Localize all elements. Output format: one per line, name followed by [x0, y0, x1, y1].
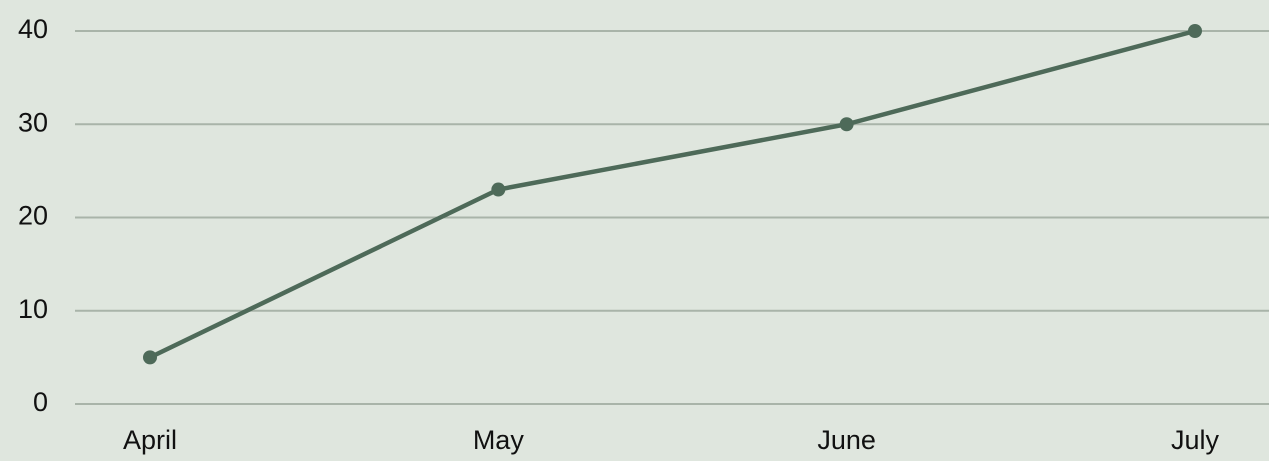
- y-tick-label: 40: [18, 14, 48, 44]
- x-tick-label: June: [817, 425, 876, 455]
- data-point: [491, 182, 506, 197]
- series-line: [149, 28, 1196, 360]
- y-tick-label: 10: [18, 294, 48, 324]
- x-tick-label: July: [1171, 425, 1220, 455]
- data-point: [1188, 24, 1202, 38]
- data-point: [143, 350, 157, 365]
- x-tick-label: April: [123, 425, 177, 455]
- y-tick-label: 0: [33, 387, 48, 417]
- data-point: [839, 117, 854, 132]
- y-tick-label: 30: [18, 107, 48, 137]
- x-tick-label: May: [473, 425, 525, 455]
- y-tick-label: 20: [18, 201, 48, 231]
